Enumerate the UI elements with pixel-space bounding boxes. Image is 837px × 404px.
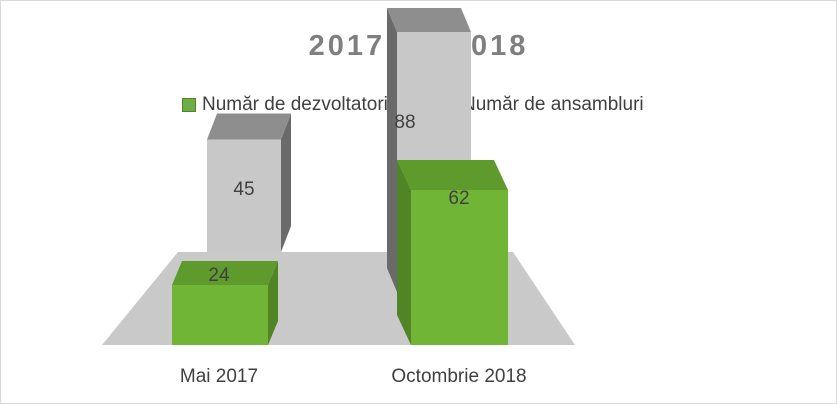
data-label-assemblies-0: 45 bbox=[233, 179, 254, 200]
data-label-developers-1: 62 bbox=[448, 188, 469, 209]
bar-developers-0 bbox=[172, 285, 268, 345]
legend-label-developers: Număr de dezvoltatori bbox=[202, 94, 388, 115]
bar-top-developers-1 bbox=[397, 160, 508, 190]
bar-side-assemblies-0 bbox=[281, 113, 291, 252]
x-tick-label-1: Octombrie 2018 bbox=[391, 366, 526, 387]
x-tick-label-0: Mai 2017 bbox=[180, 366, 258, 387]
data-label-assemblies-1: 88 bbox=[394, 112, 415, 133]
bar-top-assemblies-0 bbox=[207, 113, 291, 140]
bar-assemblies-0 bbox=[207, 139, 281, 252]
bar-developers-1 bbox=[411, 190, 508, 345]
bar-side-assemblies-1 bbox=[387, 8, 397, 292]
bar-side-developers-0 bbox=[268, 261, 278, 345]
legend-item-developers: Număr de dezvoltatori bbox=[182, 94, 388, 116]
legend-swatch-developers bbox=[182, 98, 196, 112]
legend-label-assemblies: Număr de ansambluri bbox=[462, 94, 644, 115]
bar-side-developers-1 bbox=[397, 160, 411, 345]
data-label-developers-0: 24 bbox=[208, 265, 230, 286]
bar-top-developers-0 bbox=[172, 261, 278, 285]
bar-top-assemblies-1 bbox=[387, 8, 471, 32]
